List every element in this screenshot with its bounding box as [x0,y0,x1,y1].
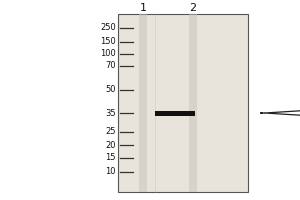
Text: 150: 150 [100,38,116,46]
Text: 25: 25 [106,128,116,136]
Text: 250: 250 [100,23,116,32]
Text: 20: 20 [106,140,116,150]
Text: 2: 2 [189,3,197,13]
Text: 35: 35 [105,108,116,117]
Bar [139,14,147,192]
Text: 70: 70 [105,62,116,71]
Bar [118,14,248,192]
Bar [155,110,195,116]
Text: 15: 15 [106,154,116,162]
Text: 100: 100 [100,49,116,58]
Text: 1: 1 [140,3,146,13]
Text: 50: 50 [106,86,116,95]
Text: 10: 10 [106,168,116,176]
Bar [189,14,197,192]
